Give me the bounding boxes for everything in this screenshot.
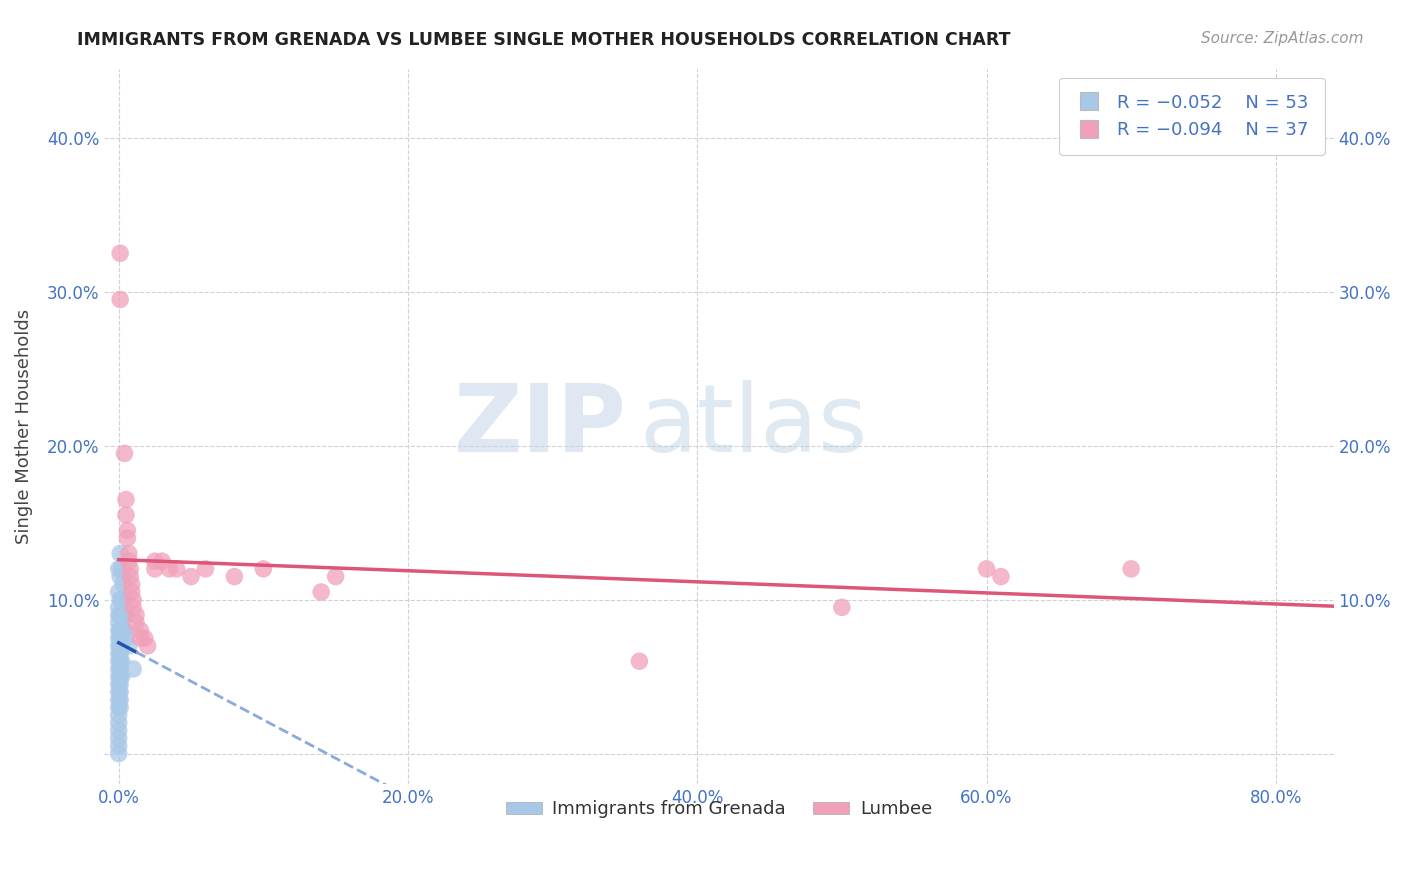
- Point: [990, 569, 1012, 583]
- Point: [224, 569, 246, 583]
- Point: [129, 631, 152, 645]
- Point: [112, 624, 135, 638]
- Point: [110, 624, 132, 638]
- Point: [107, 723, 129, 738]
- Point: [118, 639, 141, 653]
- Point: [157, 562, 180, 576]
- Point: [122, 592, 145, 607]
- Point: [108, 639, 131, 653]
- Point: [114, 592, 136, 607]
- Point: [108, 624, 131, 638]
- Point: [122, 662, 145, 676]
- Point: [108, 608, 131, 623]
- Point: [115, 608, 138, 623]
- Point: [108, 654, 131, 668]
- Point: [112, 577, 135, 591]
- Point: [110, 639, 132, 653]
- Legend: Immigrants from Grenada, Lumbee: Immigrants from Grenada, Lumbee: [498, 793, 939, 825]
- Point: [107, 631, 129, 645]
- Point: [110, 670, 132, 684]
- Text: ZIP: ZIP: [454, 381, 627, 473]
- Point: [976, 562, 998, 576]
- Point: [150, 554, 173, 568]
- Point: [831, 600, 853, 615]
- Point: [107, 731, 129, 746]
- Point: [107, 615, 129, 630]
- Point: [107, 685, 129, 699]
- Point: [107, 692, 129, 706]
- Point: [309, 585, 332, 599]
- Point: [143, 554, 166, 568]
- Y-axis label: Single Mother Households: Single Mother Households: [15, 309, 32, 544]
- Point: [108, 700, 131, 714]
- Point: [107, 585, 129, 599]
- Point: [194, 562, 217, 576]
- Point: [107, 654, 129, 668]
- Point: [110, 608, 132, 623]
- Point: [107, 624, 129, 638]
- Point: [1121, 562, 1143, 576]
- Point: [325, 569, 347, 583]
- Point: [107, 747, 129, 761]
- Point: [110, 562, 132, 576]
- Point: [108, 293, 131, 307]
- Point: [252, 562, 274, 576]
- Point: [125, 615, 148, 630]
- Point: [107, 562, 129, 576]
- Point: [628, 654, 651, 668]
- Point: [107, 639, 129, 653]
- Point: [118, 547, 141, 561]
- Point: [117, 524, 139, 538]
- Point: [107, 647, 129, 661]
- Point: [107, 677, 129, 691]
- Point: [107, 739, 129, 753]
- Point: [166, 562, 188, 576]
- Point: [108, 592, 131, 607]
- Point: [114, 446, 136, 460]
- Point: [129, 624, 152, 638]
- Point: [117, 531, 139, 545]
- Point: [108, 631, 131, 645]
- Point: [108, 662, 131, 676]
- Point: [143, 562, 166, 576]
- Point: [108, 692, 131, 706]
- Text: IMMIGRANTS FROM GRENADA VS LUMBEE SINGLE MOTHER HOUSEHOLDS CORRELATION CHART: IMMIGRANTS FROM GRENADA VS LUMBEE SINGLE…: [77, 31, 1011, 49]
- Point: [108, 647, 131, 661]
- Point: [115, 492, 138, 507]
- Point: [121, 585, 143, 599]
- Point: [180, 569, 202, 583]
- Point: [136, 639, 159, 653]
- Point: [108, 547, 131, 561]
- Point: [107, 608, 129, 623]
- Point: [108, 569, 131, 583]
- Point: [134, 631, 156, 645]
- Point: [107, 715, 129, 730]
- Point: [121, 577, 143, 591]
- Point: [107, 700, 129, 714]
- Point: [107, 670, 129, 684]
- Point: [120, 562, 142, 576]
- Point: [108, 685, 131, 699]
- Point: [118, 554, 141, 568]
- Point: [120, 569, 142, 583]
- Point: [115, 631, 138, 645]
- Point: [110, 654, 132, 668]
- Point: [108, 677, 131, 691]
- Point: [110, 592, 132, 607]
- Point: [108, 670, 131, 684]
- Point: [115, 508, 138, 522]
- Point: [108, 246, 131, 260]
- Point: [107, 662, 129, 676]
- Text: atlas: atlas: [640, 381, 868, 473]
- Point: [114, 624, 136, 638]
- Point: [122, 600, 145, 615]
- Point: [112, 608, 135, 623]
- Text: Source: ZipAtlas.com: Source: ZipAtlas.com: [1201, 31, 1364, 46]
- Point: [107, 708, 129, 723]
- Point: [107, 600, 129, 615]
- Point: [125, 608, 148, 623]
